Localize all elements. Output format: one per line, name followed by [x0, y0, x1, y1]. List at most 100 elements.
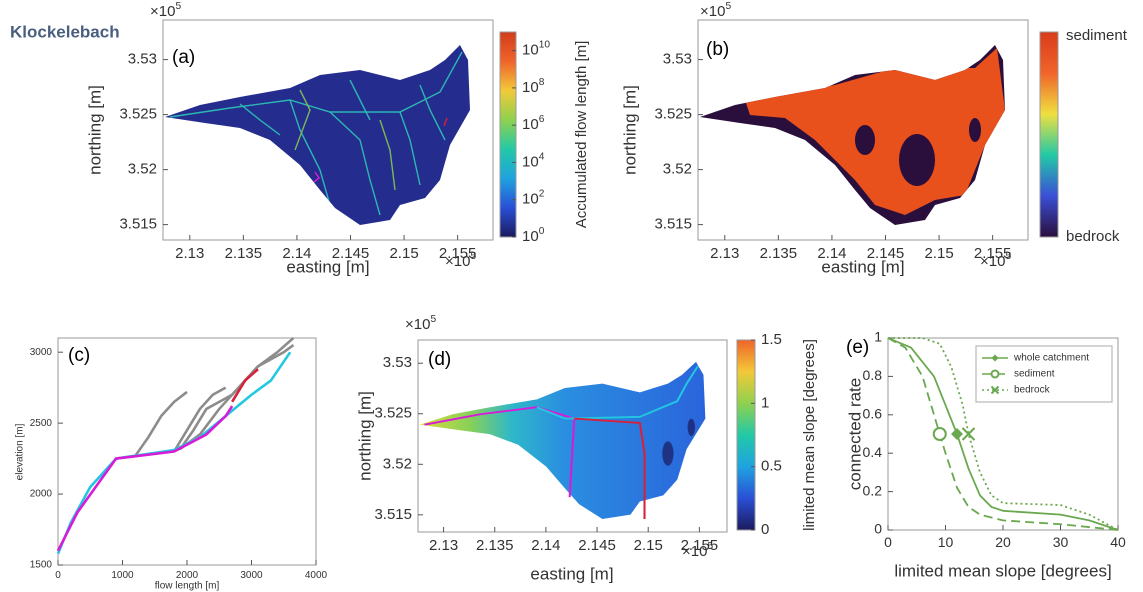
superscript: 5 [175, 1, 181, 12]
legend-label: bedrock [1014, 385, 1051, 396]
series-line [887, 337, 1119, 531]
x-axis-label: easting [m] [286, 257, 369, 276]
y-tick-label: 1 [874, 329, 882, 345]
x-tick-label: 4000 [305, 570, 328, 581]
x-axis-label: flow length [m] [155, 581, 220, 592]
colorbar-tick-label: 104 [522, 151, 545, 170]
superscript: 0 [539, 226, 545, 237]
legend-label: whole catchment [1013, 353, 1089, 364]
y-axis-label: northing [m] [355, 391, 374, 481]
panel-label: (b) [706, 39, 729, 60]
y-axis-multiplier: ×105 [700, 1, 731, 20]
y-tick-label: 3.52 [128, 161, 157, 178]
colorbar-label: Accumulated flow length [m] [573, 41, 590, 229]
colorbar-tick-label: 1.5 [761, 331, 782, 348]
y-tick-label: 3.515 [119, 216, 157, 233]
series-line [179, 344, 295, 450]
x-tick-label: 40 [1110, 534, 1126, 550]
plot-frame [162, 19, 494, 241]
panel-label: (a) [172, 47, 195, 68]
colorbar-tick-label: 108 [522, 77, 545, 96]
figure-title: Klockelebach [10, 22, 120, 41]
colorbar-top-label: sediment [1066, 27, 1128, 44]
x-axis-multiplier: ×105 [980, 251, 1011, 270]
superscript: 5 [430, 314, 436, 325]
series-line [115, 337, 295, 460]
x-tick-label: 2.15 [389, 245, 418, 262]
series-line [172, 386, 227, 453]
x-tick-label: 1000 [111, 570, 134, 581]
superscript: 10 [539, 39, 551, 50]
x-tick-label: 2.135 [476, 537, 514, 554]
y-tick-label: 0.4 [863, 444, 883, 460]
legend-marker [990, 385, 1000, 395]
superscript: 5 [1005, 251, 1011, 262]
legend-marker [990, 369, 1000, 379]
colorbar-tick-label: 0 [761, 521, 769, 538]
panel-label: (e) [846, 337, 869, 358]
y-tick-label: 2500 [30, 418, 53, 429]
x-tick-label: 2.13 [710, 245, 739, 262]
series-line [231, 368, 259, 403]
y-tick-label: 2000 [30, 489, 53, 500]
y-tick-label: 3.53 [128, 51, 157, 68]
x-axis-multiplier: ×105 [445, 251, 476, 270]
marker [932, 427, 947, 441]
x-tick-label: 2.15 [924, 245, 953, 262]
y-tick-label: 3000 [30, 347, 53, 358]
colorbar-tick-label: 1 [761, 394, 769, 411]
colorbar-tick-label: 102 [522, 188, 545, 207]
x-tick-label: 2.14 [282, 245, 311, 262]
x-tick-label: 2.145 [578, 537, 616, 554]
y-tick-label: 0.6 [863, 406, 883, 422]
colorbar-bottom-label: bedrock [1066, 228, 1120, 245]
x-axis-multiplier: ×105 [682, 541, 713, 560]
y-axis-label: elevation [m] [15, 423, 26, 480]
superscript: 5 [725, 1, 731, 12]
x-tick-label: 2.145 [332, 245, 370, 262]
colorbar [499, 31, 517, 238]
y-tick-label: 3.515 [654, 216, 692, 233]
y-tick-label: 3.53 [383, 354, 412, 371]
y-tick-label: 3.525 [654, 106, 692, 123]
colorbar-tick-label: 1010 [522, 39, 550, 58]
colorbar-tick-label: 106 [522, 114, 545, 133]
x-tick-label: 2.14 [531, 537, 560, 554]
x-tick-label: 2.15 [634, 537, 663, 554]
y-tick-label: 3.52 [663, 161, 692, 178]
x-axis-label: easting [m] [530, 564, 613, 583]
y-tick-label: 3.515 [374, 506, 412, 523]
superscript: 8 [539, 77, 545, 88]
marker [961, 427, 976, 441]
superscript: 2 [539, 188, 545, 199]
x-tick-label: 2.155 [681, 537, 719, 554]
plot-frame [697, 19, 1029, 241]
x-axis-label: easting [m] [821, 257, 904, 276]
series-line [56, 351, 292, 555]
legend-marker [991, 354, 999, 362]
y-tick-label: 3.525 [119, 106, 157, 123]
x-tick-label: 2.155 [974, 245, 1012, 262]
y-axis-multiplier: ×105 [150, 1, 181, 20]
x-tick-label: 3000 [240, 570, 263, 581]
colorbar [736, 339, 756, 531]
x-tick-label: 2.135 [225, 245, 263, 262]
superscript: 4 [539, 151, 545, 162]
panel-label: (d) [428, 349, 451, 370]
colorbar-tick-label: 0.5 [761, 458, 782, 475]
series-line [134, 390, 188, 457]
map-raster-d [419, 361, 706, 519]
y-tick-label: 0.8 [863, 367, 883, 383]
x-tick-label: 30 [1053, 534, 1069, 550]
colorbar-tick-label: 100 [522, 226, 545, 245]
map-raster-b [700, 45, 1005, 225]
superscript: 5 [470, 251, 476, 262]
x-tick-label: 2.135 [760, 245, 798, 262]
legend-label: sediment [1014, 369, 1055, 380]
y-tick-label: 0 [874, 521, 882, 537]
x-tick-label: 2.14 [817, 245, 846, 262]
x-tick-label: 0 [55, 570, 61, 581]
plot-frame [417, 339, 728, 533]
y-axis-label: northing [m] [85, 85, 104, 175]
